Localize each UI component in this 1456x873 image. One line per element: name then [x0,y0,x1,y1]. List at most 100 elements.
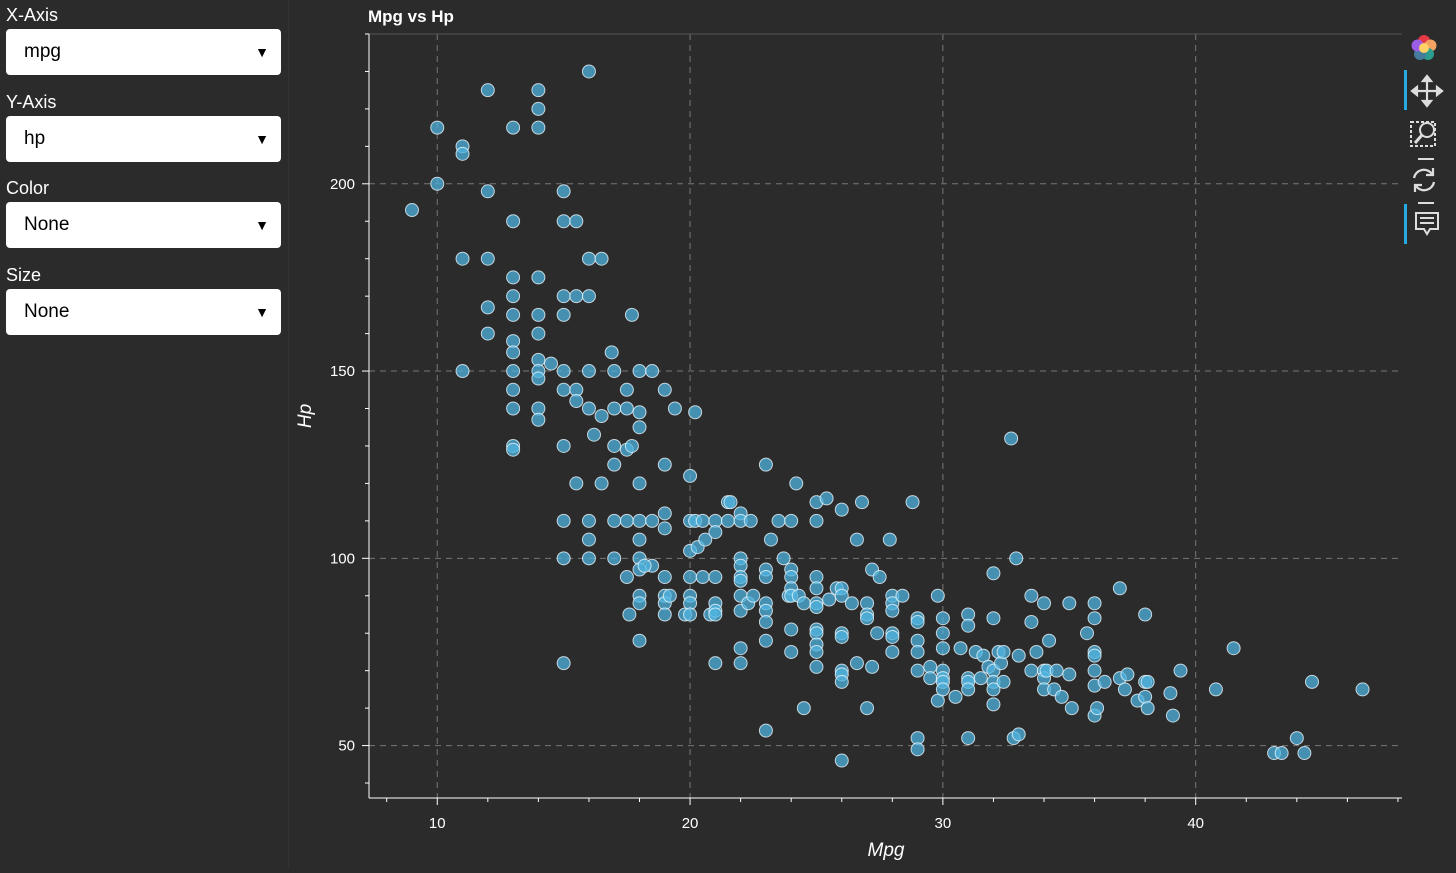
chevron-down-icon: ▼ [255,304,269,320]
data-point [771,513,786,528]
y-axis-field: Y-Axis hp ▼ [6,90,281,162]
data-point [996,644,1011,659]
data-point [953,641,968,656]
data-point [935,682,950,697]
data-point [632,420,647,435]
data-point [849,532,864,547]
data-point [455,251,470,266]
data-point [480,326,495,341]
data-point [708,570,723,585]
data-point [973,671,988,686]
x-axis-title: Mpg [868,840,905,861]
data-point [632,633,647,648]
data-point [480,184,495,199]
data-point [506,364,521,379]
size-select[interactable]: None ▼ [6,289,281,335]
data-point [544,356,559,371]
x-tick-label: 30 [935,815,952,832]
y-tick-label: 150 [330,363,355,380]
data-point [607,551,622,566]
chart-area[interactable]: Mpg vs Hp 10 20 30 40 50 100 150 200 Mpg Hp [290,0,1404,868]
data-point [872,570,887,585]
data-point [556,289,571,304]
data-point [607,457,622,472]
data-point [1054,689,1069,704]
data-point [657,506,672,521]
data-point [733,573,748,588]
scatter-plot[interactable]: Mpg vs Hp 10 20 30 40 50 100 150 200 Mpg Hp [290,0,1404,868]
data-point [667,401,682,416]
data-point [556,214,571,229]
data-point [708,607,723,622]
data-point [784,513,799,528]
data-point [594,476,609,491]
y-tick-label: 200 [330,176,355,193]
data-point [531,412,546,427]
data-point [632,476,647,491]
data-point [885,603,900,618]
data-point [986,611,1001,626]
data-point [455,146,470,161]
data-point [822,592,837,607]
toolbar [1404,28,1444,258]
color-select[interactable]: None ▼ [6,202,281,248]
data-point [506,120,521,135]
size-value: None [24,301,70,322]
data-point [632,596,647,611]
data-point [619,401,634,416]
bokeh-logo-icon[interactable] [1404,28,1444,68]
reset-tool-icon[interactable] [1404,160,1444,200]
data-point [657,521,672,536]
data-point [531,326,546,341]
data-point [860,701,875,716]
data-point [834,753,849,768]
x-axis-select[interactable]: mpg ▼ [6,29,281,75]
data-point [506,382,521,397]
data-point [683,607,698,622]
data-point [556,513,571,528]
data-point [455,364,470,379]
data-point [809,644,824,659]
hover-tool-icon[interactable] [1404,204,1444,244]
data-point [930,588,945,603]
data-point [531,270,546,285]
data-point [1120,667,1135,682]
data-point [1297,746,1312,761]
data-point [531,120,546,135]
data-point [607,364,622,379]
data-point [758,633,773,648]
data-point [844,596,859,611]
color-value: None [24,214,70,235]
data-point [645,513,660,528]
x-axis-label: X-Axis [6,5,59,25]
data-point [1024,663,1039,678]
data-point [556,307,571,322]
data-point [683,468,698,483]
pan-tool-icon[interactable] [1404,70,1444,110]
plot-frame [368,33,1404,799]
data-point [1304,674,1319,689]
size-label: Size [6,265,42,285]
data-point [1090,701,1105,716]
data-point [784,644,799,659]
data-point [1011,648,1026,663]
y-axis-select[interactable]: hp ▼ [6,116,281,162]
data-point [531,83,546,98]
data-point [1064,701,1079,716]
data-point [531,307,546,322]
data-point [607,513,622,528]
data-point [923,671,938,686]
data-point [695,513,710,528]
data-point [506,442,521,457]
data-point [569,214,584,229]
data-point [1289,731,1304,746]
axes: 10 20 30 40 50 100 150 200 [330,33,1403,832]
chevron-down-icon: ▼ [255,131,269,147]
data-point [657,382,672,397]
data-point [1029,644,1044,659]
data-point [986,682,1001,697]
toolbar-separator [1418,158,1434,160]
data-point [789,476,804,491]
data-point [506,289,521,304]
box-zoom-tool-icon[interactable] [1404,114,1444,154]
